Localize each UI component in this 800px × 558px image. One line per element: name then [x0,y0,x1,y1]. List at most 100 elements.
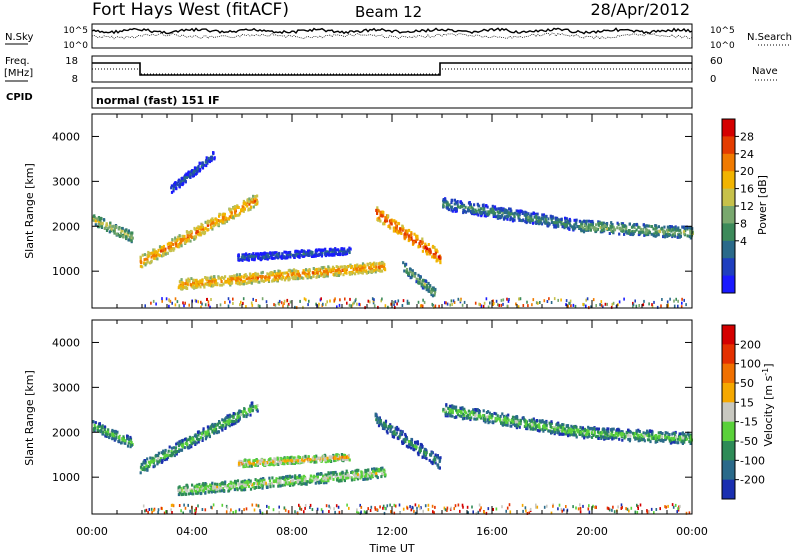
data-cell-ground-scatter [144,304,146,307]
data-cell-band-0 [106,222,108,225]
data-cell-band-4 [308,254,310,257]
data-cell-band-1 [146,469,148,472]
data-cell-band-2 [237,479,239,482]
data-cell-band-8 [655,227,657,230]
data-cell-band-0 [106,229,108,232]
data-cell-band-1 [172,247,174,250]
data-cell-ground-scatter [339,298,341,301]
data-cell-ground-scatter [677,305,679,308]
data-cell-band-3 [260,272,262,275]
data-cell-ground-scatter [685,303,687,306]
data-cell-band-3 [231,277,233,280]
freq-label-line1: Freq. [5,56,30,67]
data-cell-band-3 [212,284,214,287]
data-cell-band-3 [316,275,318,278]
colorbar-swatch [722,223,735,241]
data-cell-band-8 [674,227,676,230]
data-cell-band-1 [206,221,208,224]
data-cell-band-3 [332,268,334,271]
data-cell-band-0 [95,220,97,223]
data-cell-band-5 [540,420,542,423]
data-cell-band-7 [443,205,445,208]
data-cell-ground-scatter [353,301,355,304]
data-cell-band-6 [417,281,419,284]
data-cell-band-4 [316,248,318,251]
data-cell-band-3 [264,276,266,279]
colorbar-swatch [722,276,735,294]
data-cell-band-1 [188,446,190,449]
data-cell-band-2 [208,491,210,494]
data-cell-band-2 [366,478,368,481]
data-cell-band-1 [248,208,250,211]
data-cell-band-1 [205,436,207,439]
data-cell-band-1 [180,449,182,452]
data-cell-band-3 [268,276,270,279]
data-cell-band-0 [101,222,103,225]
data-cell-band-0 [102,431,104,434]
data-cell-band-3 [259,275,261,278]
data-cell-band-0 [118,436,120,439]
data-cell-ground-scatter [290,301,292,304]
data-cell-band-8 [601,229,603,232]
colorbar-swatch [722,119,735,137]
data-cell-band-3 [323,275,325,278]
data-cell-band-1 [143,460,145,463]
data-cell-band-3 [384,268,386,271]
data-cell-band-3 [380,262,382,265]
data-cell-band-1 [228,217,230,220]
data-cell-band-3 [315,268,317,271]
data-cell-ground-scatter [175,297,177,300]
data-cell-ground-scatter [502,303,504,306]
data-cell-band-8 [593,226,595,229]
data-cell-band-2 [309,478,311,481]
data-cell-band-1 [151,460,153,463]
data-cell-band-8 [595,223,597,226]
data-cell-band-2 [200,492,202,495]
data-cell-band-7 [576,219,578,222]
data-cell-band-0 [98,223,100,226]
data-cell-band-7 [497,210,499,213]
data-cell-band-6 [621,439,623,442]
data-cell-band-1 [145,258,147,261]
data-cell-ground-scatter [536,301,538,304]
data-cell-band-0 [130,231,132,234]
data-cell-band-8 [632,233,634,236]
data-cell-band-8 [609,232,611,235]
data-cell-band-1 [198,438,200,441]
data-cell-band-2 [228,487,230,490]
data-cell-band-2 [239,487,241,490]
data-cell-band-5 [424,246,426,249]
data-cell-band-1 [156,454,158,457]
data-cell-band-0 [99,218,101,221]
data-cell-band-2 [293,483,295,486]
data-cell-ground-scatter [153,300,155,303]
data-cell-band-3 [192,286,194,289]
data-cell-band-4 [269,251,271,254]
data-cell-band-1 [243,407,245,410]
data-cell-band-7 [569,219,571,222]
data-cell-ground-scatter [669,298,671,301]
data-cell-band-7 [478,208,480,211]
data-cell-band-5 [468,417,470,420]
data-cell-band-4 [278,252,280,255]
data-cell-band-2 [272,485,274,488]
data-cell-band-5 [445,413,447,416]
data-cell-band-7 [520,219,522,222]
data-cell-band-5 [399,227,401,230]
data-cell-band-8 [668,233,670,236]
data-cell-ground-scatter [527,304,529,307]
noise-search-series [92,33,692,39]
data-cell-band-5 [469,413,471,416]
data-cell-ground-scatter [515,303,517,306]
data-cell-band-2 [361,474,363,477]
noise-tick-bottom-right: 10^0 [710,41,735,51]
data-cell-band-2 [317,472,319,475]
data-cell-band-2 [206,156,208,159]
data-cell-band-1 [233,420,235,423]
data-cell-band-0 [109,433,111,436]
data-cell-band-8 [646,229,648,232]
data-cell-band-2 [258,486,260,489]
data-cell-ground-scatter [320,297,322,300]
data-cell-band-7 [557,218,559,221]
data-cell-band-2 [375,472,377,475]
